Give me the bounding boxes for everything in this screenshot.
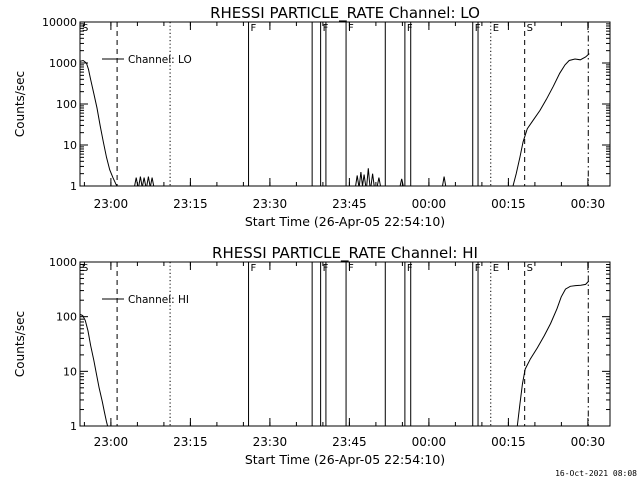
x-tick-label: 23:00 (94, 197, 129, 211)
series-line-early (79, 313, 109, 427)
x-tick-label: 23:30 (253, 197, 288, 211)
series-burst (150, 177, 155, 187)
event-marker-label: E (493, 263, 499, 274)
series-line-late (516, 280, 590, 427)
x-tick-label: 00:00 (412, 197, 447, 211)
event-marker-label: F (407, 263, 413, 274)
series-burst (370, 173, 375, 187)
y-tick-label: 100 (56, 311, 77, 324)
chart-title: RHESSI PARTICLE_RATE Channel: LO (210, 4, 480, 23)
chart-title: RHESSI PARTICLE_RATE Channel: HI (212, 244, 478, 263)
series-burst (355, 175, 360, 187)
event-marker-label: E (493, 23, 499, 34)
x-tick-label: 23:45 (332, 197, 367, 211)
event-marker-label: F (407, 23, 413, 34)
event-marker-label: F (251, 263, 257, 274)
y-tick-label: 10000 (42, 16, 77, 29)
event-marker-label: F (251, 23, 257, 34)
x-tick-label: 00:00 (412, 435, 447, 449)
event-marker-label: S (82, 263, 88, 274)
x-tick-label: 00:30 (571, 435, 606, 449)
legend-label: Channel: LO (128, 54, 192, 66)
x-tick-label: 23:45 (332, 435, 367, 449)
event-marker-label: F (348, 23, 354, 34)
x-tick-label: 23:00 (94, 435, 129, 449)
x-tick-label: 00:15 (491, 435, 526, 449)
event-marker-label: S (82, 23, 88, 34)
series-burst (442, 176, 447, 187)
plot-frame (79, 261, 611, 427)
y-tick-label: 10 (63, 139, 77, 152)
event-marker-label: S (527, 263, 533, 274)
series-burst (358, 171, 363, 187)
y-axis-label: Counts/sec (13, 71, 27, 137)
y-tick-label: 1 (70, 180, 77, 193)
series-burst (146, 176, 151, 187)
y-tick-label: 100 (56, 98, 77, 111)
y-tick-label: 1 (70, 420, 77, 433)
y-tick-label: 1000 (49, 57, 77, 70)
series-burst (142, 177, 147, 187)
legend-label: Channel: HI (128, 294, 189, 306)
series-line-late (512, 53, 590, 187)
y-axis-label: Counts/sec (13, 311, 27, 377)
y-tick-label: 1000 (49, 256, 77, 269)
x-tick-label: 23:30 (253, 435, 288, 449)
plot-frame (79, 21, 611, 187)
series-burst (138, 176, 143, 187)
x-tick-label: 00:30 (571, 197, 606, 211)
chart-panel-hi: RHESSI PARTICLE_RATE Channel: HISFFFFFES… (13, 244, 611, 467)
x-axis-label: Start Time (26-Apr-05 22:54:10) (245, 452, 445, 467)
x-tick-label: 00:15 (491, 197, 526, 211)
x-axis-label: Start Time (26-Apr-05 22:54:10) (245, 214, 445, 229)
event-marker-label: S (527, 23, 533, 34)
y-tick-label: 10 (63, 365, 77, 378)
footer-timestamp: 16-Oct-2021 08:08 (555, 469, 637, 478)
series-burst (366, 168, 371, 187)
series-burst (362, 174, 367, 187)
series-line-early (79, 59, 118, 187)
event-marker-label: F (348, 263, 354, 274)
series-burst (376, 177, 381, 187)
x-tick-label: 23:15 (173, 435, 208, 449)
x-tick-label: 23:15 (173, 197, 208, 211)
chart-panel-lo: RHESSI PARTICLE_RATE Channel: LOSFFFFFES… (13, 4, 611, 229)
